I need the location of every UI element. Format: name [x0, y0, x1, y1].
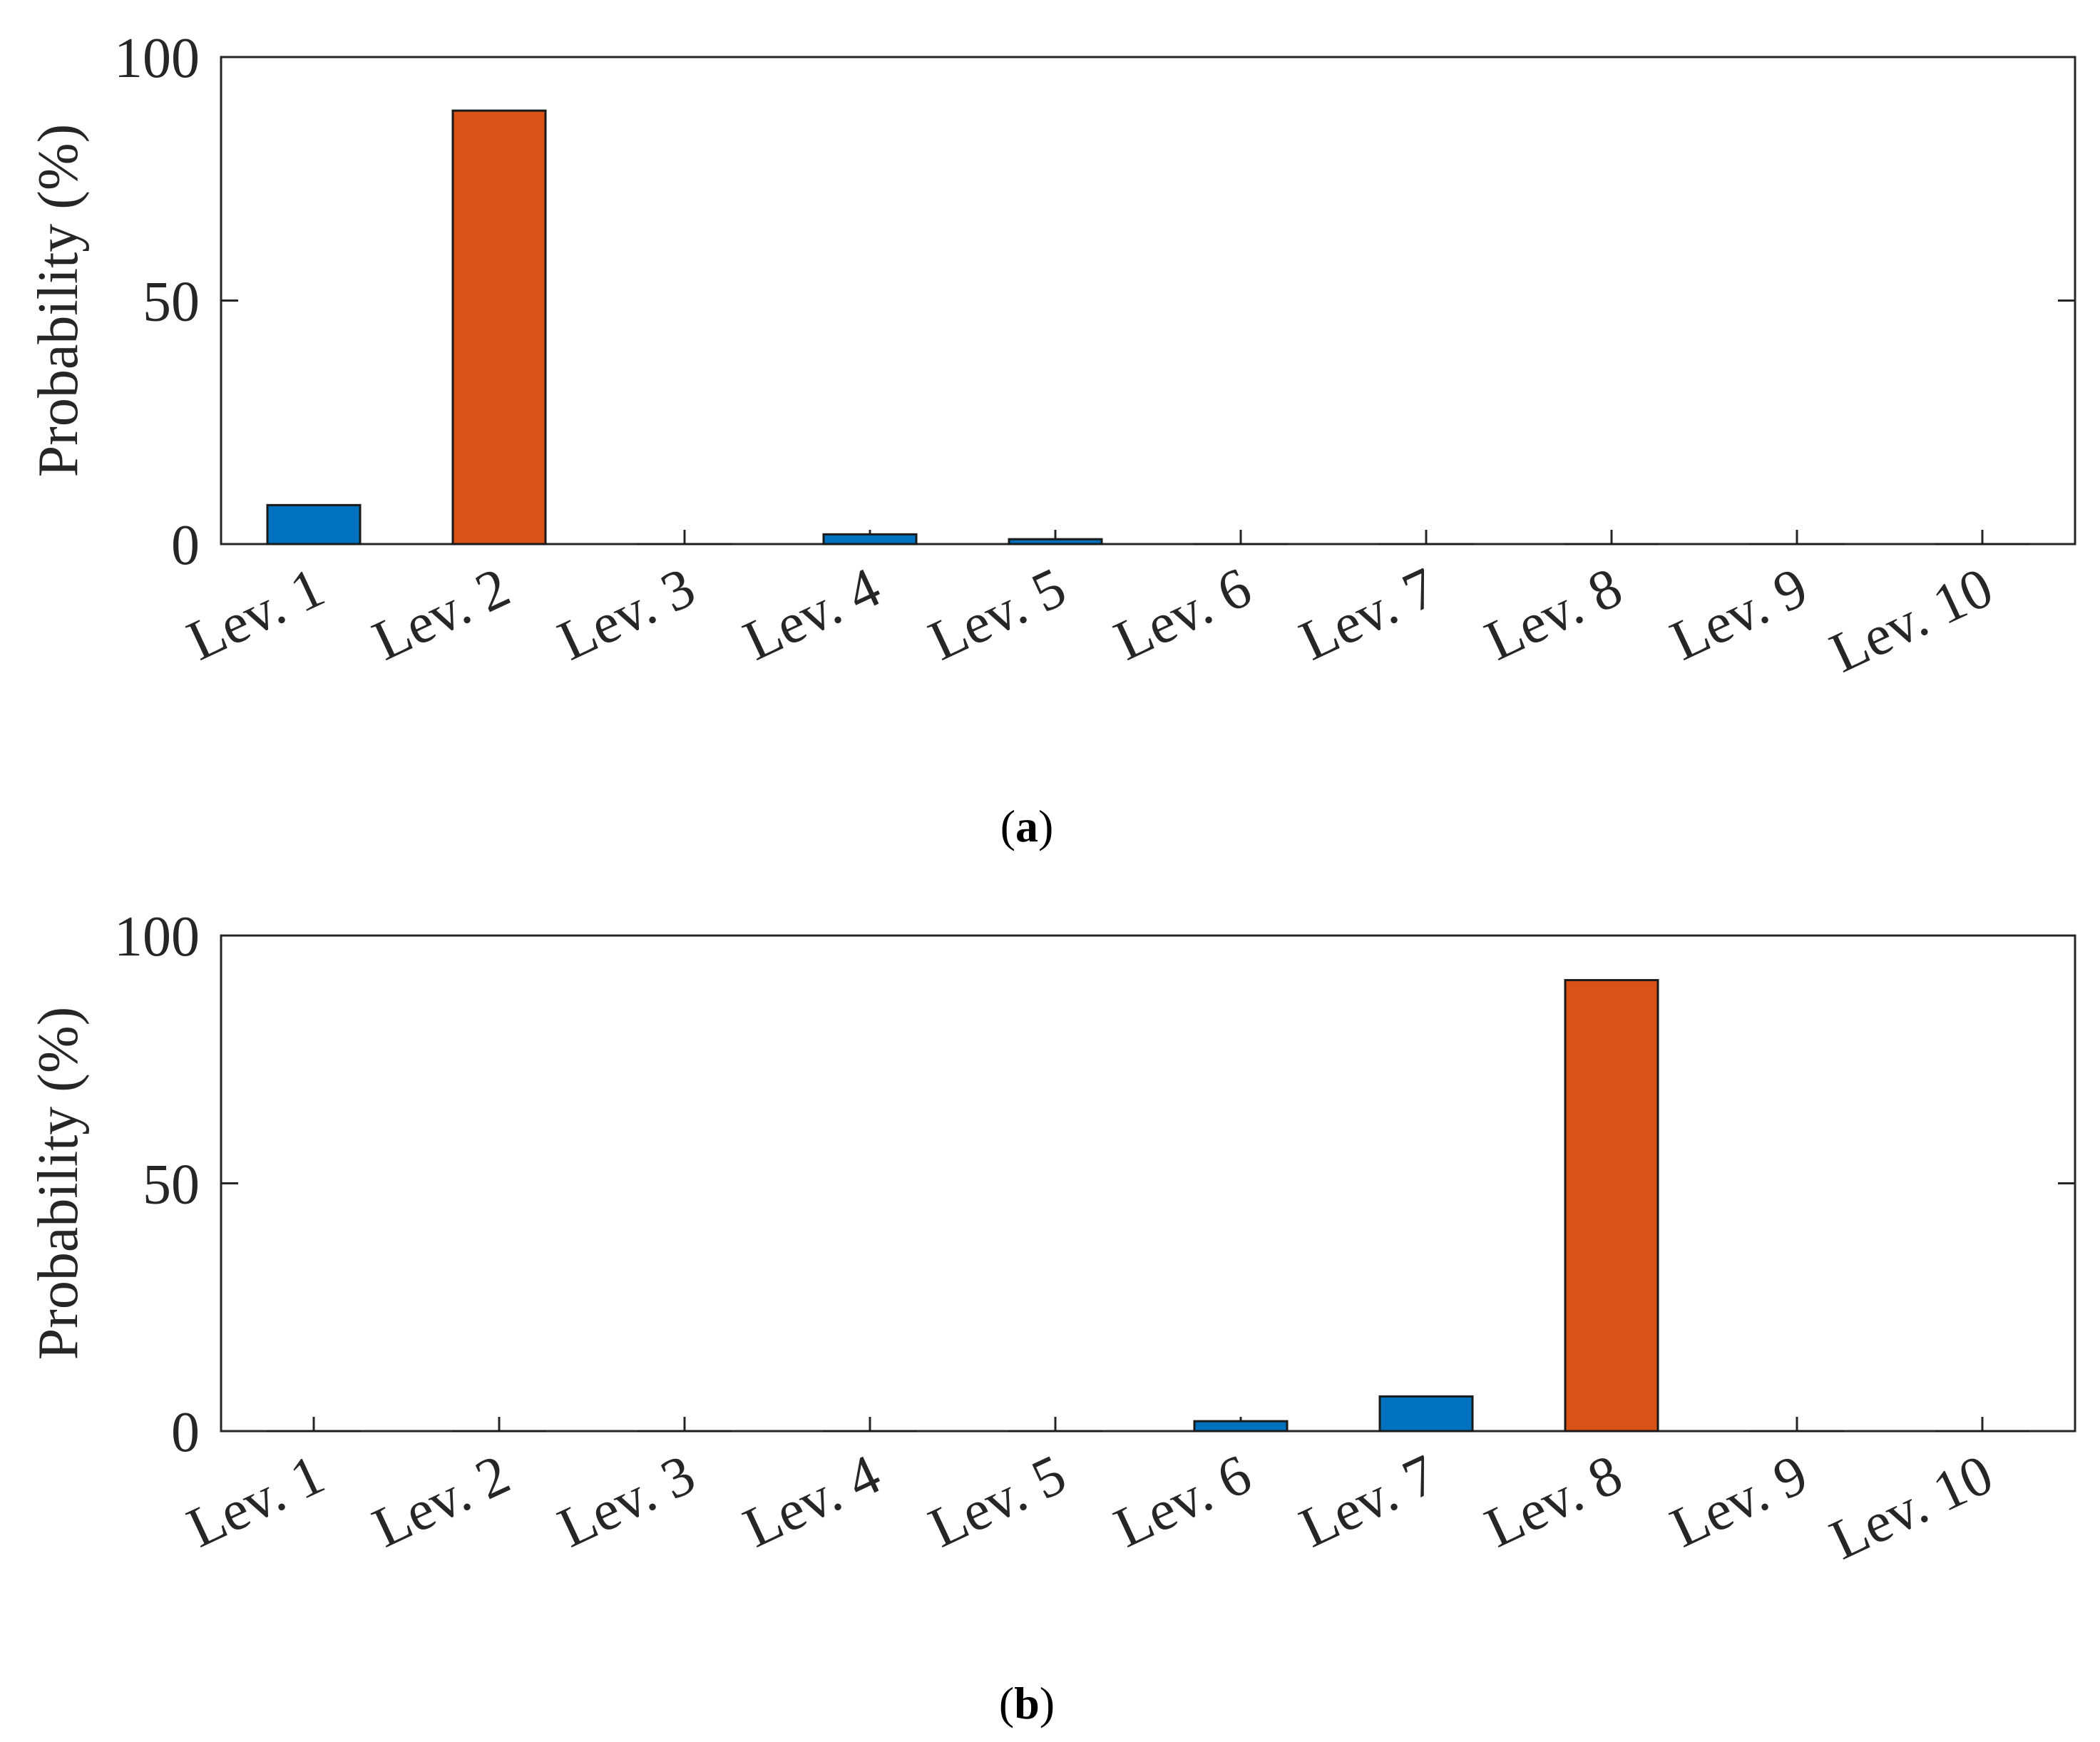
- x-tick-label: Lev. 5: [920, 556, 1075, 673]
- x-tick-label: Lev. 6: [1105, 556, 1261, 673]
- x-tick-label: Lev. 1: [178, 556, 334, 673]
- x-tick-label: Lev. 3: [549, 1443, 705, 1560]
- x-tick-label: Lev. 2: [364, 556, 519, 673]
- bar-1: [266, 503, 362, 545]
- y-axis-label: Probability (%): [27, 1007, 90, 1360]
- x-tick-label: Lev. 6: [1105, 1443, 1261, 1560]
- panel-caption: (b): [999, 1678, 1055, 1728]
- x-tick-label: Lev. 10: [1821, 1443, 2002, 1572]
- x-tick-label: Lev. 5: [920, 1443, 1075, 1560]
- bar-4: [822, 533, 918, 545]
- y-tick-label: 100: [114, 906, 200, 968]
- bar-5: [1008, 538, 1103, 545]
- x-tick-label: Lev. 7: [1291, 1443, 1446, 1560]
- x-tick-label: Lev. 9: [1661, 1443, 1817, 1560]
- x-tick-label: Lev. 4: [734, 556, 890, 673]
- y-tick-label: 0: [171, 514, 200, 577]
- y-tick-label: 0: [171, 1401, 200, 1464]
- bar-2: [451, 109, 547, 545]
- bar-8: [1564, 979, 1659, 1433]
- y-tick-label: 100: [114, 27, 200, 90]
- y-tick-label: 50: [143, 1154, 200, 1216]
- panel-caption: (a): [1000, 801, 1054, 851]
- x-tick-label: Lev. 8: [1476, 1443, 1632, 1560]
- y-tick-label: 50: [143, 271, 200, 334]
- x-tick-label: Lev. 8: [1476, 556, 1632, 673]
- x-tick-label: Lev. 9: [1661, 556, 1817, 673]
- x-tick-label: Lev. 2: [364, 1443, 519, 1560]
- panel-caption-letter: b: [1014, 1678, 1040, 1728]
- y-axis-label: Probability (%): [27, 124, 90, 477]
- x-tick-label: Lev. 10: [1821, 556, 2002, 685]
- plot-area-frame: [220, 934, 2076, 1433]
- x-tick-label: Lev. 1: [178, 1443, 334, 1560]
- x-tick-label: Lev. 4: [734, 1443, 890, 1560]
- panel-caption-letter: a: [1015, 801, 1038, 851]
- x-tick-label: Lev. 3: [549, 556, 705, 673]
- x-tick-label: Lev. 7: [1291, 556, 1446, 673]
- bar-7: [1378, 1395, 1474, 1433]
- bar-6: [1193, 1420, 1289, 1433]
